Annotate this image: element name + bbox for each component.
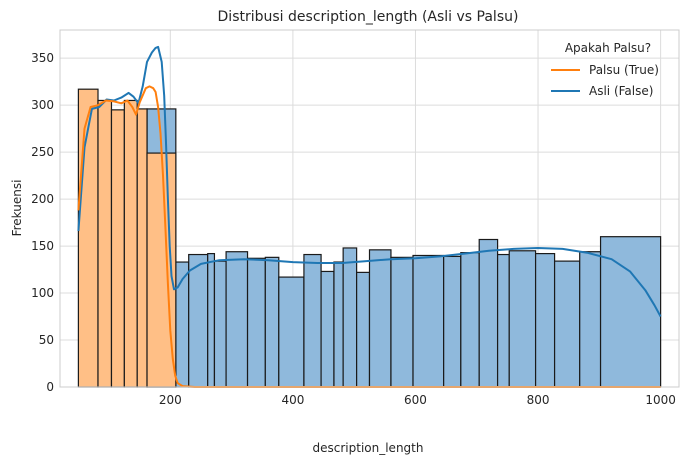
legend-title: Apakah Palsu? — [565, 41, 651, 55]
bar-asli — [599, 236, 662, 388]
y-tick-label: 150 — [31, 239, 54, 253]
bar-asli — [553, 260, 581, 388]
kde-lines — [77, 45, 662, 388]
bar-asli — [478, 238, 499, 388]
bar-asli — [579, 251, 602, 388]
bar-asli — [225, 251, 249, 388]
kde-line-palsu — [77, 85, 661, 388]
chart-title: Distribusi description_length (Asli vs P… — [218, 9, 519, 25]
bar-palsu — [97, 99, 113, 388]
x-tick-label: 400 — [281, 393, 304, 407]
x-tick-label: 1000 — [645, 393, 676, 407]
bar-palsu — [110, 109, 125, 388]
y-tick-label: 100 — [31, 286, 54, 300]
bar-asli — [412, 254, 445, 388]
y-axis-title: Frekuensi — [10, 180, 24, 237]
x-tick-label: 800 — [527, 393, 550, 407]
axes: 0 50 100 150 200 250 300 350 200 400 600 800 1000 — [31, 29, 680, 407]
bar-asli — [356, 271, 371, 388]
kde-line-asli — [77, 45, 662, 317]
histogram-bars — [77, 88, 662, 388]
bar-asli — [368, 249, 392, 388]
x-tick-label: 600 — [404, 393, 427, 407]
x-axis-title: description_length — [313, 441, 424, 455]
bar-asli — [278, 276, 305, 388]
bar-asli — [246, 257, 266, 388]
y-tick-label: 250 — [31, 145, 54, 159]
bar-asli — [342, 247, 358, 388]
y-tick-label: 0 — [46, 380, 54, 394]
bar-asli — [320, 270, 335, 388]
bar-asli — [333, 261, 344, 388]
bar-asli — [390, 256, 414, 388]
y-tick-label: 350 — [31, 51, 54, 65]
bar-asli — [207, 252, 216, 388]
legend: Apakah Palsu? Palsu (True) Asli (False) — [551, 41, 659, 98]
bar-palsu — [77, 88, 99, 388]
bar-asli — [213, 260, 227, 388]
bar-asli — [303, 253, 322, 388]
bar-asli — [496, 253, 510, 388]
y-tick-label: 50 — [39, 333, 54, 347]
plot-frame — [59, 29, 680, 388]
bar-palsu — [136, 108, 148, 388]
x-tick-label: 200 — [159, 393, 182, 407]
y-tick-label: 300 — [31, 98, 54, 112]
bar-asli — [443, 255, 462, 388]
bar-asli — [534, 252, 556, 388]
bar-asli — [188, 253, 209, 388]
bar-asli — [508, 250, 537, 388]
bar-asli — [460, 252, 480, 388]
bar-asli — [264, 256, 280, 388]
legend-label-palsu: Palsu (True) — [589, 63, 659, 77]
bar-palsu — [123, 99, 138, 388]
y-tick-label: 200 — [31, 192, 54, 206]
legend-label-asli: Asli (False) — [589, 84, 653, 98]
